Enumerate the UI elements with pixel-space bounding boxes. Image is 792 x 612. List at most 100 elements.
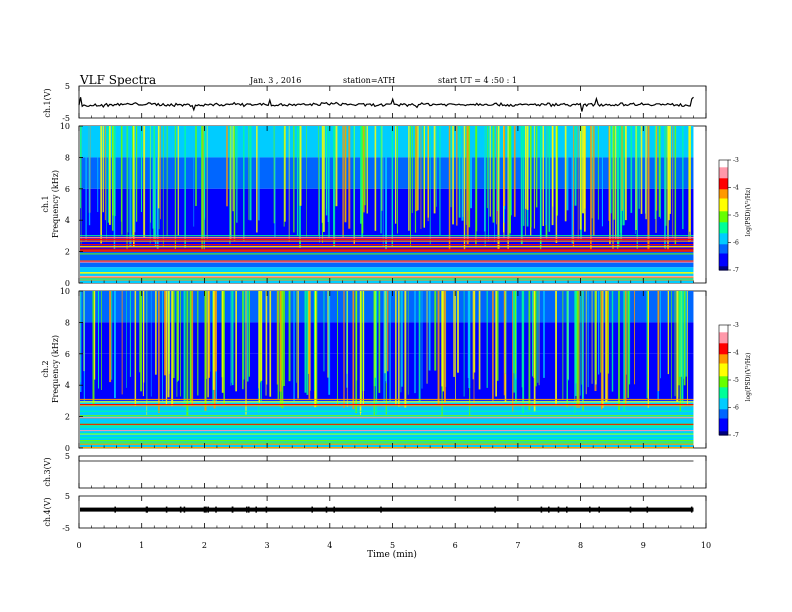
spectrogram-burst <box>258 291 259 389</box>
spectrogram-line <box>80 250 694 252</box>
spectrogram-burst <box>671 291 672 399</box>
spectrogram-burst <box>360 126 362 224</box>
spectrogram-burst <box>80 291 82 392</box>
spectrogram-burst <box>136 126 138 222</box>
spectrogram-burst <box>193 126 195 227</box>
ch2-colorbar-label: log(PSD)(V²/Hz) <box>745 353 752 402</box>
spectrogram-line <box>80 410 694 412</box>
spectrogram-burst <box>134 126 136 233</box>
spectrogram-burst <box>177 126 179 236</box>
spectrogram-burst <box>308 291 311 399</box>
ch1-colorbar: -3 -4 -5 -6 -7 <box>718 157 739 274</box>
colorbar-segment <box>719 218 728 222</box>
colorbar-segment <box>719 427 728 431</box>
spectrogram-burst <box>318 126 320 236</box>
colorbar-segment <box>719 354 728 357</box>
spectrogram-burst <box>448 126 451 250</box>
spectrogram-burst <box>638 126 640 209</box>
colorbar-tick-label: -7 <box>733 432 739 439</box>
date-label: Jan. 3 , 2016 <box>249 76 301 85</box>
spectrogram-burst <box>669 126 671 214</box>
colorbar-tick-label: -7 <box>733 267 739 274</box>
spectrogram-burst <box>143 291 145 383</box>
spectrogram-burst <box>475 126 477 246</box>
spectrogram-burst <box>470 126 472 209</box>
ch4-spike <box>114 506 116 513</box>
spectrogram-burst <box>429 126 431 244</box>
spectrogram-burst <box>364 126 366 206</box>
spectrogram-burst <box>513 126 516 217</box>
colorbar-segment <box>719 402 728 405</box>
spectrogram-burst <box>174 126 176 250</box>
spectrogram-burst <box>381 126 383 211</box>
spectrogram-burst <box>617 126 620 247</box>
colorbar-segment <box>719 352 728 355</box>
spectrogram-burst <box>398 291 400 407</box>
colorbar-segment <box>719 328 728 332</box>
spectrogram-burst <box>682 126 684 230</box>
spectrogram-burst <box>512 291 514 413</box>
colorbar-segment <box>719 345 728 348</box>
spectrogram-burst <box>180 291 181 397</box>
spectrogram-burst <box>293 291 295 402</box>
spectrogram-burst <box>383 291 386 374</box>
spectrogram-burst <box>382 126 384 246</box>
colorbar-segment <box>719 216 728 220</box>
colorbar-segment <box>719 163 728 167</box>
spectrogram-burst <box>328 126 330 239</box>
spectrogram-burst <box>647 126 649 251</box>
spectrogram-burst <box>342 126 344 238</box>
spectrogram-burst <box>674 126 677 245</box>
spectrogram-burst <box>284 126 286 222</box>
colorbar-segment <box>719 189 728 192</box>
colorbar-segment <box>719 361 728 365</box>
spectrogram-burst <box>634 291 635 385</box>
spectrogram-burst <box>235 291 237 392</box>
spectrogram-line <box>80 248 694 250</box>
spectrogram-burst <box>352 291 355 410</box>
ch4-spike <box>311 506 313 513</box>
spectrogram-line <box>80 398 694 400</box>
spectrogram-burst <box>359 291 362 413</box>
frequency-tick-label: 10 <box>60 122 70 131</box>
colorbar-segment <box>719 347 728 350</box>
spectrogram-line <box>80 272 694 274</box>
spectrogram-burst <box>258 291 260 403</box>
spectrogram-burst <box>121 291 123 395</box>
spectrogram-burst <box>176 291 178 397</box>
spectrogram-burst <box>158 291 160 413</box>
spectrogram-burst <box>600 291 601 373</box>
spectrogram-burst <box>640 126 643 214</box>
spectrogram-burst <box>157 126 160 209</box>
spectrogram-burst <box>436 126 437 207</box>
ch4-spike <box>207 506 209 513</box>
spectrogram-burst <box>361 291 362 403</box>
spectrogram-burst <box>374 291 376 378</box>
spectrogram-burst <box>293 126 295 233</box>
ch2-channel-label: ch.2 <box>41 360 50 377</box>
colorbar-segment <box>719 187 728 190</box>
spectrogram-burst <box>140 291 142 392</box>
spectrogram-burst <box>494 126 495 243</box>
colorbar-tick-label: -4 <box>733 350 739 357</box>
colorbar-segment <box>719 418 728 421</box>
colorbar-tick-label: -6 <box>733 240 739 247</box>
spectrogram-burst <box>627 291 629 398</box>
ch2-spectrogram <box>80 291 694 449</box>
spectrogram-burst <box>688 126 691 232</box>
spectrogram-burst <box>296 126 299 236</box>
spectrogram-burst <box>323 291 325 372</box>
spectrogram-burst <box>231 291 232 383</box>
x-tick-label: 6 <box>453 541 458 550</box>
spectrogram-burst <box>167 291 170 398</box>
spectrogram-burst <box>608 126 610 221</box>
spectrogram-burst <box>648 126 650 252</box>
spectrogram-burst <box>378 291 381 393</box>
spectrogram-burst <box>375 291 378 415</box>
ch4-spike <box>690 506 693 513</box>
spectrogram-burst <box>80 126 82 246</box>
colorbar-segment <box>719 398 728 401</box>
spectrogram-burst <box>620 126 623 211</box>
colorbar-segment <box>719 220 728 223</box>
spectrogram-burst <box>197 291 199 396</box>
